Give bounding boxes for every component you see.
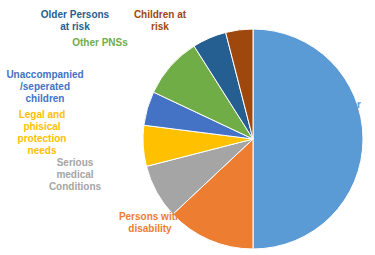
svg-text:SingleParent/Caregiever: SingleParent/Caregiever	[275, 87, 361, 110]
svg-text:Persons withdisability: Persons withdisability	[119, 211, 181, 234]
svg-text:Unaccompanied/seperatedchildre: Unaccompanied/seperatedchildren	[8, 69, 84, 104]
svg-text:Older Personsat risk: Older Personsat risk	[41, 9, 110, 32]
svg-text:Other PNSs: Other PNSs	[72, 37, 128, 48]
svg-text:Children atrisk: Children atrisk	[134, 9, 187, 32]
svg-text:SeriousmedicalConditions: SeriousmedicalConditions	[49, 157, 102, 192]
svg-text:Legal andphisicalprotectionnee: Legal andphisicalprotectionneeds	[18, 109, 67, 156]
